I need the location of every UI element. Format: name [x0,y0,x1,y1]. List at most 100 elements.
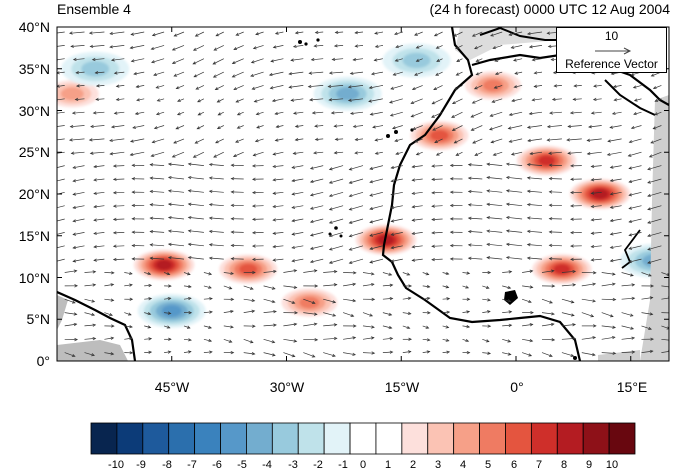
wind-vector-head [274,31,279,35]
wind-vector-head [188,310,193,315]
wind-vector-head [274,111,279,116]
wind-vector [402,312,411,315]
wind-vector-head [369,193,374,197]
wind-vector [273,232,284,234]
wind-vector-head [230,309,234,314]
wind-vector-head [112,231,117,235]
wind-vector-head [293,111,297,115]
wind-vector [273,45,284,48]
colorbar-label: 10 [605,459,619,471]
wind-vector [382,298,393,300]
colorbar-label: 6 [510,459,518,471]
wind-vector-head [390,205,395,210]
wind-vector-head [628,179,633,183]
wind-vector [462,338,469,342]
wind-vector [382,337,393,340]
wind-vector [144,338,152,340]
wind-vector-head [374,138,379,142]
wind-vector-head [431,191,435,195]
wind-vector [349,205,364,211]
lat-label-10n: 10°N [18,270,50,286]
wind-vector-head [256,125,260,129]
wind-vector [209,230,224,233]
wind-vector-head [490,33,494,37]
wind-vector [641,272,652,277]
wind-vector-head [435,45,440,49]
wind-vector-head [549,111,553,115]
wind-vector-head [352,58,357,62]
wind-vector-head [115,84,120,88]
wind-vector-head [649,312,654,316]
wind-vector-head [531,98,536,102]
wind-vector-head [328,260,333,264]
wind-vector [431,218,443,220]
wind-vector [223,285,232,290]
wind-vector [124,325,133,328]
wind-vector [561,298,574,303]
wind-vector [255,138,264,142]
wind-vector [391,178,403,182]
wind-vector [607,151,622,156]
wind-vector [233,85,244,90]
wind-vector-head [628,206,633,210]
wind-vector [116,85,125,87]
wind-vector [486,217,503,220]
wind-vector [256,125,264,129]
wind-vector-head [91,312,96,317]
wind-vector-head [194,140,199,144]
wind-vector-head [349,71,354,75]
wind-vector [263,352,276,356]
wind-vector-head [196,126,201,130]
wind-vector [647,205,662,210]
wind-vector-head [388,272,393,276]
wind-vector-head [451,127,456,131]
wind-vector [96,85,105,87]
wind-vector-head [631,336,636,340]
wind-vector-head [590,258,595,262]
wind-vector [233,45,244,50]
wind-vector-head [627,153,632,157]
wind-vector [290,58,304,61]
wind-vector [375,45,383,48]
wind-vector-head [112,177,117,181]
wind-vector [150,190,165,193]
wind-vector-head [93,231,97,235]
reference-vector-value: 10 [604,29,619,43]
wind-vector-head [529,269,534,273]
wind-vector [530,151,543,155]
wind-vector [150,244,165,247]
wind-vector [549,178,562,180]
wind-vector [144,272,151,275]
wind-vector-head [551,284,556,288]
wind-vector [215,85,224,90]
wind-vector [641,297,653,300]
wind-vector-head [147,325,152,329]
wind-vector [90,151,105,154]
wind-vector [57,245,65,249]
wind-vector [198,111,205,116]
wind-vector-head [92,283,97,287]
wind-vector [422,285,430,288]
wind-vector [250,71,264,77]
wind-vector-head [175,126,180,130]
wind-vector [593,85,602,87]
wind-vector [243,310,255,313]
wind-vector-head [467,203,472,207]
wind-vector [549,244,562,247]
wind-vector [433,85,443,90]
wind-vector [490,31,503,37]
wind-vector [188,257,204,260]
wind-vector [93,205,105,208]
wind-vector [482,352,491,354]
wind-vector-head [52,112,55,115]
wind-vector [369,205,383,210]
wind-vector-head [129,46,134,50]
wind-vector [561,352,574,357]
wind-vector [209,164,224,166]
wind-vector-head [513,85,518,89]
wind-vector [303,352,315,358]
wind-vector [136,85,145,88]
wind-vector-head [291,245,296,249]
wind-vector-head [228,286,233,290]
wind-vector-head [252,164,256,168]
